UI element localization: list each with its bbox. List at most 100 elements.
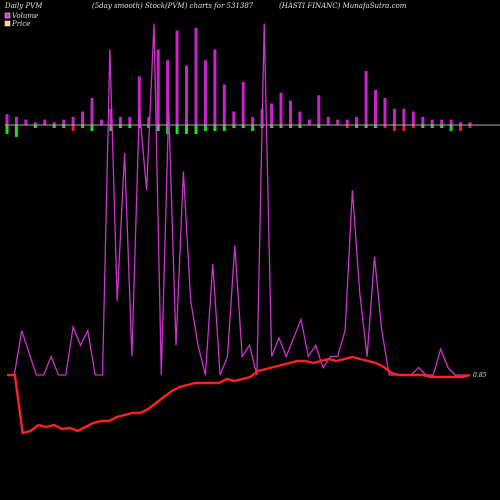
volume-up-bar (232, 111, 236, 125)
volume-down-bar (52, 125, 56, 128)
volume-down-bar (411, 125, 415, 128)
volume-up-bar (128, 116, 132, 125)
volume-down-bar (109, 125, 113, 131)
volume-bars (5, 27, 472, 137)
volume-down-bar (251, 125, 255, 131)
volume-down-bar (392, 125, 396, 131)
volume-down-bar (298, 125, 302, 128)
volume-down-bar (383, 125, 387, 128)
volume-down-bar (440, 125, 444, 128)
pvm-series-line (7, 23, 470, 376)
volume-up-bar (374, 89, 377, 125)
volume-up-bar (411, 111, 415, 125)
volume-down-bar (118, 125, 122, 128)
volume-down-bar (222, 125, 226, 131)
volume-up-bar (43, 119, 47, 125)
volume-up-bar (392, 108, 396, 125)
volume-up-bar (345, 119, 349, 125)
volume-down-bar (402, 125, 406, 131)
volume-down-bar (459, 125, 463, 131)
volume-down-bar (194, 125, 198, 134)
volume-down-bar (81, 125, 85, 128)
volume-up-bar (364, 71, 368, 125)
volume-down-bar (421, 125, 425, 128)
volume-down-bar (270, 125, 274, 128)
volume-up-bar (52, 122, 56, 125)
volume-up-bar (430, 119, 434, 125)
volume-down-bar (355, 125, 359, 128)
volume-up-bar (24, 119, 28, 125)
volume-up-bar (194, 27, 198, 125)
volume-up-bar (336, 119, 340, 125)
volume-up-bar (317, 95, 321, 125)
volume-down-bar (5, 125, 9, 134)
volume-up-bar (402, 108, 406, 125)
legend-price-label: Price (11, 20, 30, 28)
legend-volume-label: Volume (12, 12, 38, 20)
volume-down-bar (449, 125, 453, 131)
volume-down-bar (175, 125, 179, 134)
header-right: (HASTI FINANC) MunafaSutra.com (279, 2, 407, 10)
volume-up-bar (449, 119, 453, 125)
volume-down-bar (468, 125, 472, 128)
volume-down-bar (147, 125, 151, 128)
volume-up-bar (71, 116, 75, 125)
volume-up-bar (166, 60, 170, 126)
volume-up-bar (203, 60, 207, 126)
volume-down-bar (241, 125, 245, 128)
volume-down-bar (279, 125, 283, 128)
volume-up-bar (270, 103, 274, 125)
volume-up-bar (241, 81, 245, 125)
volume-up-bar (5, 114, 9, 125)
volume-up-bar (100, 119, 103, 125)
volume-up-bar (279, 92, 283, 125)
header-middle: (5day smooth) Stock(PVM) charts for 5313… (92, 2, 254, 10)
legend-volume-swatch (4, 12, 11, 19)
volume-up-bar (307, 119, 311, 125)
header-left: Daily PVM (4, 2, 43, 10)
volume-up-bar (137, 76, 141, 125)
volume-up-bar (213, 49, 217, 125)
volume-up-bar (251, 116, 255, 125)
volume-up-bar (118, 116, 122, 125)
volume-up-bar (289, 100, 292, 125)
legend-price-swatch (4, 20, 11, 27)
volume-up-bar (147, 116, 151, 125)
volume-down-bar (289, 125, 292, 128)
volume-down-bar (213, 125, 217, 131)
volume-up-bar (90, 98, 94, 125)
volume-down-bar (33, 125, 37, 128)
volume-up-bar (222, 84, 226, 125)
volume-down-bar (128, 125, 132, 128)
volume-down-bar (203, 125, 207, 131)
volume-down-bar (430, 125, 434, 128)
volume-down-bar (317, 125, 321, 128)
volume-up-bar (175, 30, 179, 125)
volume-up-bar (156, 49, 160, 125)
volume-down-bar (71, 125, 75, 131)
volume-up-bar (62, 119, 66, 125)
volume-up-bar (81, 111, 85, 125)
volume-down-bar (62, 125, 66, 128)
volume-up-bar (468, 122, 472, 125)
volume-down-bar (232, 125, 236, 128)
volume-up-bar (459, 122, 463, 125)
volume-up-bar (109, 108, 113, 125)
volume-up-bar (14, 116, 18, 125)
price-series-line (7, 355, 471, 435)
volume-down-bar (364, 125, 368, 128)
volume-up-bar (298, 111, 302, 125)
volume-up-bar (326, 116, 330, 125)
volume-up-bar (440, 119, 444, 125)
volume-down-bar (14, 125, 18, 137)
volume-up-bar (33, 122, 37, 125)
volume-down-bar (90, 125, 94, 131)
volume-up-bar (383, 98, 387, 125)
volume-down-bar (374, 125, 377, 128)
volume-up-bar (355, 116, 359, 125)
price-end-label: 0.85 (473, 372, 487, 379)
volume-down-bar (156, 125, 160, 131)
volume-up-bar (185, 65, 188, 125)
